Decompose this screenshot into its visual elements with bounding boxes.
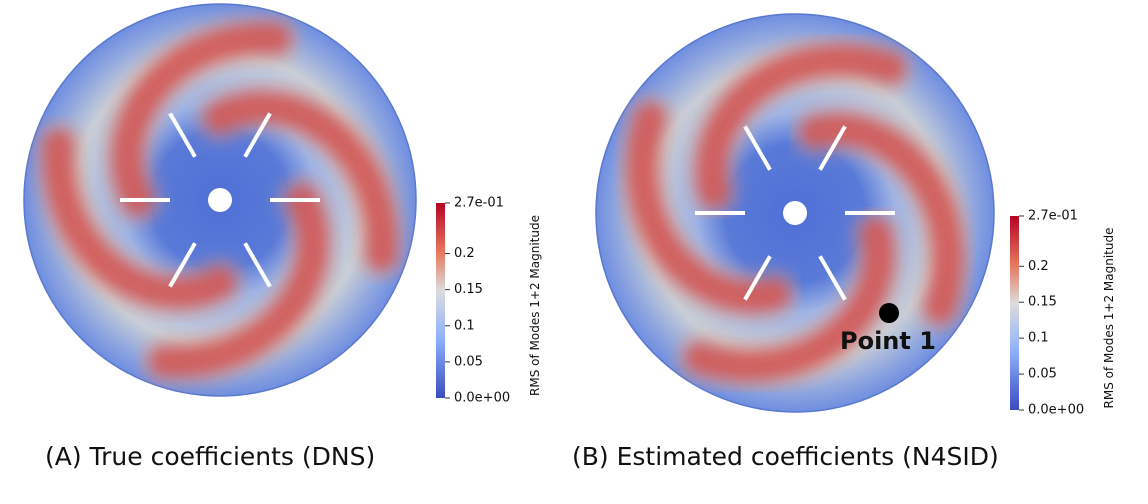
vortex-halo bbox=[138, 174, 340, 388]
flow-pattern bbox=[32, 12, 408, 388]
caption: (B) Estimated coefficients (N4SID) bbox=[572, 442, 999, 471]
blade bbox=[243, 112, 272, 158]
vortex-halo bbox=[789, 103, 974, 334]
blade bbox=[168, 242, 197, 288]
colorbar-tick-label: 0.05 bbox=[454, 354, 483, 369]
blade bbox=[743, 125, 772, 171]
vortex-halo bbox=[674, 207, 905, 392]
colorbar-title: RMS of Modes 1+2 Magnitude bbox=[1102, 228, 1116, 409]
flow-pattern bbox=[616, 34, 974, 392]
blade bbox=[818, 255, 847, 301]
blade bbox=[818, 125, 847, 171]
colorbar-title: RMS of Modes 1+2 Magnitude bbox=[528, 215, 542, 396]
hub bbox=[783, 201, 807, 225]
colorbar-tick-label: 2.7e-01 bbox=[1028, 209, 1078, 224]
annotation: Point 1 bbox=[840, 327, 936, 355]
colorbar-tick-label: 0.2 bbox=[454, 246, 475, 261]
vortex-halo bbox=[32, 118, 246, 320]
vortex-halo bbox=[616, 92, 801, 323]
colorbar-tick-label: 2.7e-01 bbox=[454, 196, 504, 211]
blade bbox=[743, 255, 772, 301]
colorbar-tick-label: 0.05 bbox=[1028, 367, 1057, 382]
colorbar-tick-label: 0.15 bbox=[1028, 295, 1057, 310]
colorbar-tick-label: 0.15 bbox=[454, 282, 483, 297]
colorbar-tick-label: 0.0e+00 bbox=[454, 391, 510, 406]
vortex-halo bbox=[100, 12, 302, 226]
colorbar bbox=[436, 203, 445, 398]
caption: (A) True coefficients (DNS) bbox=[45, 442, 375, 471]
colorbar bbox=[1010, 216, 1019, 410]
colorbar-tick-label: 0.1 bbox=[454, 318, 475, 333]
blade bbox=[168, 112, 197, 158]
probe-point bbox=[879, 303, 899, 323]
colorbar-tick-label: 0.0e+00 bbox=[1028, 403, 1084, 418]
blade bbox=[243, 242, 272, 288]
colorbar-tick-label: 0.2 bbox=[1028, 259, 1049, 274]
hub bbox=[208, 188, 232, 212]
vortex-halo bbox=[194, 80, 408, 282]
vortex-halo bbox=[685, 34, 916, 219]
colorbar-tick-label: 0.1 bbox=[1028, 331, 1049, 346]
